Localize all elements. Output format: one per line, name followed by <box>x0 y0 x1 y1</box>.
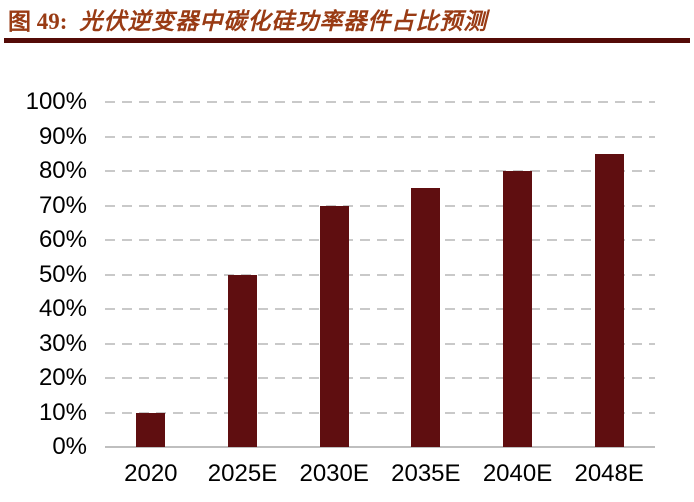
bar-2048e <box>594 153 624 447</box>
y-tick-label-10: 10% <box>38 398 87 426</box>
title-rule <box>4 38 690 43</box>
gridline-70 <box>105 204 655 207</box>
gridline-20 <box>105 377 655 379</box>
bar-2020 <box>136 412 166 447</box>
plot-area <box>105 101 655 448</box>
gridline-40 <box>105 308 655 310</box>
bar-slot-2020 <box>105 102 197 447</box>
y-tick-label-60: 60% <box>38 226 87 253</box>
gridline-80 <box>105 170 655 172</box>
y-tick-label-40: 40% <box>38 295 87 322</box>
x-tick-label-2048e: 2048E <box>574 460 644 487</box>
y-tick-label-80: 80% <box>38 157 87 184</box>
figure-title: 光伏逆变器中碳化硅功率器件占比预测 <box>79 9 488 34</box>
bar-2035e <box>411 188 441 447</box>
gridline-60 <box>105 239 655 241</box>
gridline-100 <box>105 101 655 103</box>
bar-2030e <box>319 205 349 447</box>
x-tick-label-2030e: 2030E <box>299 460 369 487</box>
gridline-30 <box>105 342 655 345</box>
bar-2025e <box>228 274 257 447</box>
x-axis-line <box>105 446 655 448</box>
y-tick-label-20: 20% <box>38 364 87 391</box>
y-tick-label-0: 0% <box>52 433 87 460</box>
bar-slot-2048e <box>563 102 655 447</box>
y-tick-label-30: 30% <box>38 329 87 357</box>
gridline-50 <box>105 273 655 276</box>
gridline-90 <box>105 135 655 138</box>
bar-slot-2030e <box>288 102 380 447</box>
bar-slot-2025e <box>197 102 289 447</box>
x-axis: 2020 2025E 2030E 2035E 2040E 2048E <box>105 460 655 488</box>
x-tick-label-2040e: 2040E <box>482 460 553 487</box>
y-tick-label-90: 90% <box>38 122 87 150</box>
bar-2040e <box>503 171 533 447</box>
figure-label: 图 49: <box>8 9 68 34</box>
y-tick-label-100: 100% <box>25 88 87 115</box>
y-tick-label-50: 50% <box>38 260 87 288</box>
bars-container <box>105 102 655 447</box>
gridline-10 <box>105 411 655 414</box>
x-tick-label-2025e: 2025E <box>207 460 278 487</box>
x-tick-label-2020: 2020 <box>124 460 178 487</box>
x-tick-label-2035e: 2035E <box>391 460 461 487</box>
y-axis: 0% 10% 20% 30% 40% 50% 60% 70% 80% 90% 100% <box>0 90 87 459</box>
bar-slot-2040e <box>472 102 564 447</box>
bar-slot-2035e <box>380 102 472 447</box>
y-tick-label-70: 70% <box>38 191 87 219</box>
figure-header: 图 49: 光伏逆变器中碳化硅功率器件占比预测 <box>0 0 694 38</box>
